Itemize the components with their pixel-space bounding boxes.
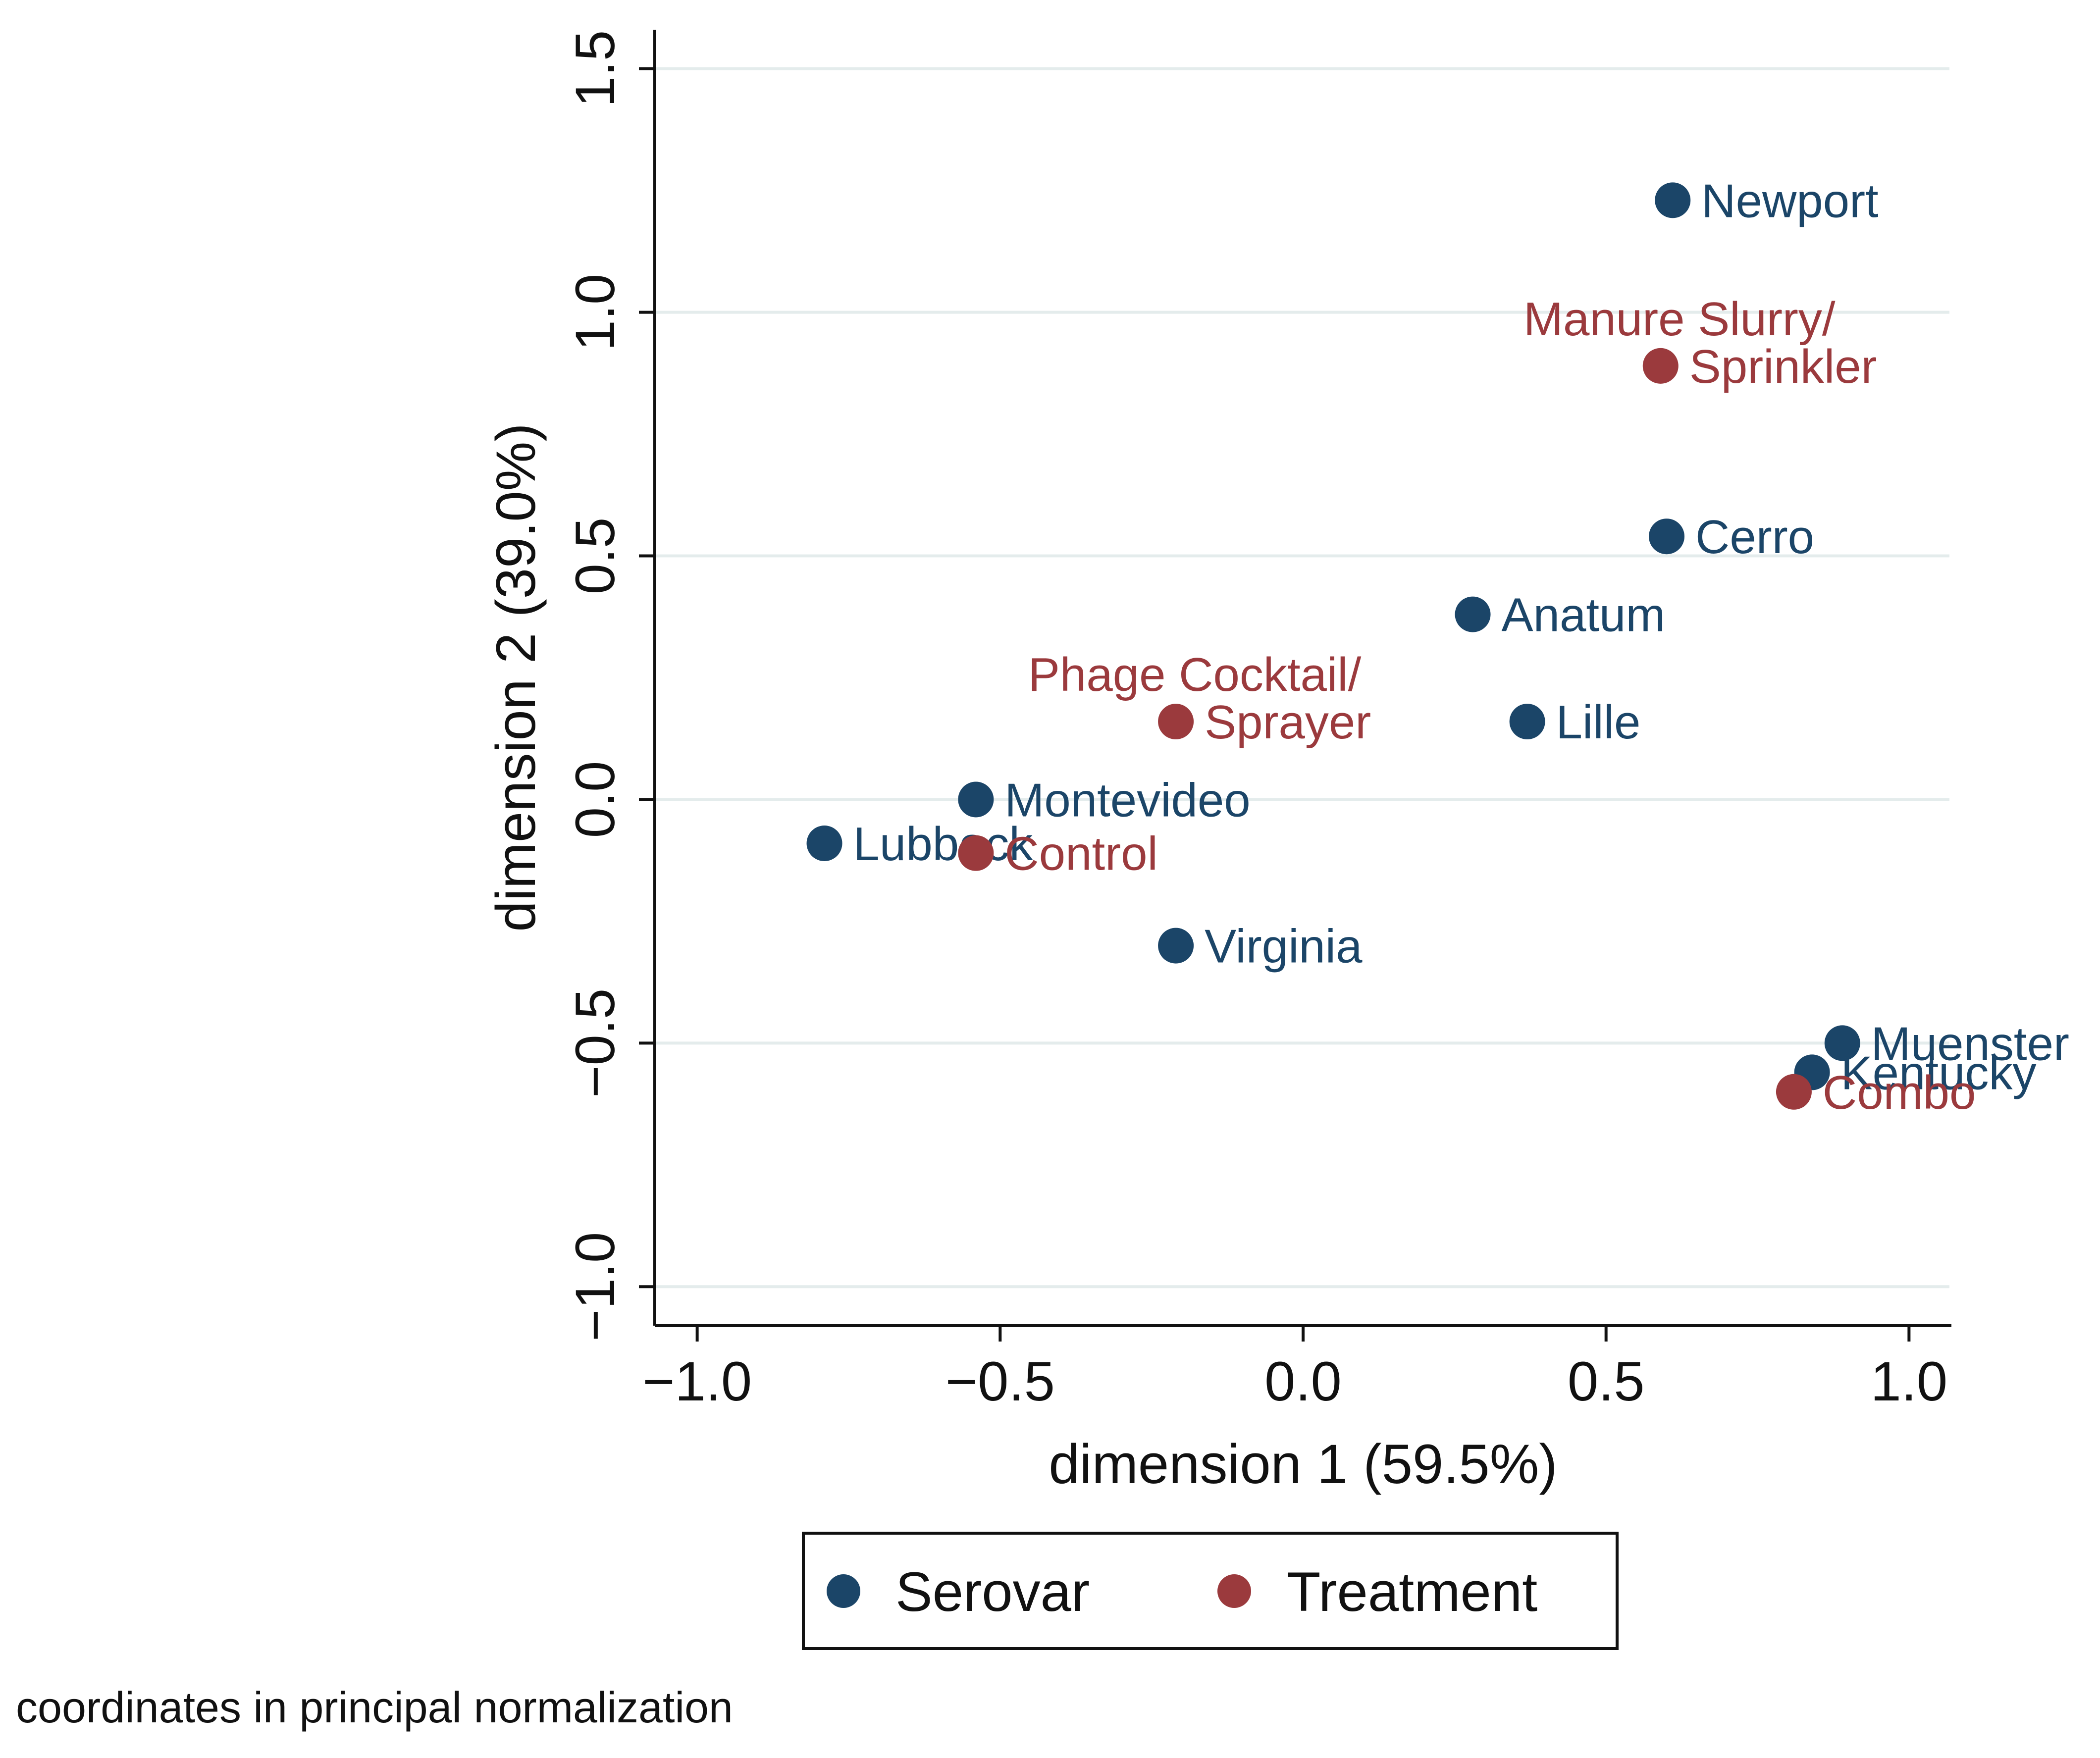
y-tick-label: 1.5 (564, 30, 626, 107)
point-phage-cocktail-marker (1158, 704, 1194, 740)
point-newport-marker (1655, 182, 1691, 218)
gridlines (655, 67, 1949, 1289)
point-combo-marker (1776, 1074, 1812, 1110)
x-tick-label: 0.5 (1568, 1350, 1645, 1412)
point-newport-label: Newport (1701, 174, 1878, 227)
point-manure-slurry-marker (1642, 348, 1679, 384)
point-control-label: Control (1004, 827, 1157, 880)
point-virginia-marker (1158, 928, 1194, 964)
point-muenster-marker (1824, 1025, 1860, 1061)
point-lubbock-label: Lubbock (853, 818, 1034, 871)
point-montevideo-label: Montevideo (1004, 774, 1250, 827)
normalization-note: coordinates in principal normalization (16, 1683, 733, 1732)
point-manure-slurry-label: Manure Slurry/ (1523, 293, 1836, 346)
point-cerro-marker (1649, 518, 1685, 555)
legend-treatment-label: Treatment (1287, 1561, 1537, 1623)
point-muenster-label: Muenster (1871, 1017, 2069, 1070)
data-points: Newport Cerro Anatum Lille MontevideoLubbock… (806, 174, 2069, 1119)
legend: Serovar Treatment (802, 1532, 1619, 1650)
y-tick-label: 0.0 (564, 761, 626, 838)
point-montevideo-marker (958, 781, 994, 818)
point-combo-label: Combo (1823, 1066, 1976, 1119)
y-tick-label: 1.0 (564, 274, 626, 351)
y-tick-label: 0.5 (564, 517, 626, 595)
y-tick-label: −0.5 (564, 988, 626, 1098)
x-tick-label: −1.0 (642, 1350, 752, 1412)
point-kentucky-label: Kentucky (1841, 1046, 2037, 1099)
legend-box (802, 1532, 1619, 1650)
x-tick-label: 0.0 (1264, 1350, 1342, 1412)
ticks: −1.0 −0.5 0.0 0.5 1.0 1.5 −1.0 −0.5 0.0 0.5 1.0 (564, 30, 1947, 1412)
x-tick-label: 1.0 (1871, 1350, 1948, 1412)
legend-treatment-marker (1217, 1574, 1251, 1608)
legend-serovar-marker (827, 1574, 860, 1608)
point-phage-cocktail-label: Phage Cocktail/ (1028, 648, 1362, 701)
legend-serovar-label: Serovar (895, 1561, 1090, 1623)
point-virginia-label: Virginia (1205, 920, 1363, 973)
point-anatum-label: Anatum (1502, 589, 1666, 642)
point-lille-label: Lille (1556, 696, 1641, 749)
y-axis-title: dimension 2 (39.0%) (485, 423, 547, 931)
x-tick-label: −0.5 (945, 1350, 1055, 1412)
point-lubbock-marker (806, 826, 842, 862)
point-cerro-label: Cerro (1695, 511, 1814, 564)
x-axis-title: dimension 1 (59.5%) (1049, 1433, 1557, 1495)
point-control-marker (958, 835, 994, 871)
y-tick-label: −1.0 (564, 1232, 626, 1342)
point-phage-cocktail-label-line2: Sprayer (1205, 696, 1371, 749)
point-lille-marker (1509, 704, 1545, 740)
point-manure-slurry-label-line2: Sprinkler (1689, 340, 1877, 393)
point-anatum-marker (1455, 596, 1491, 632)
